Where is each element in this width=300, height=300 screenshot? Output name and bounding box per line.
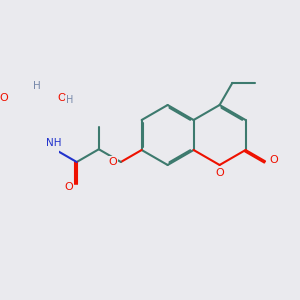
Text: O: O bbox=[216, 168, 225, 178]
Text: O: O bbox=[108, 157, 117, 167]
Text: O: O bbox=[269, 155, 278, 165]
Text: H: H bbox=[33, 81, 41, 91]
Polygon shape bbox=[32, 136, 56, 151]
Text: O: O bbox=[0, 93, 8, 103]
Text: H: H bbox=[66, 95, 73, 105]
Text: NH: NH bbox=[46, 138, 62, 148]
Text: O: O bbox=[64, 182, 73, 193]
Text: O: O bbox=[57, 93, 66, 103]
